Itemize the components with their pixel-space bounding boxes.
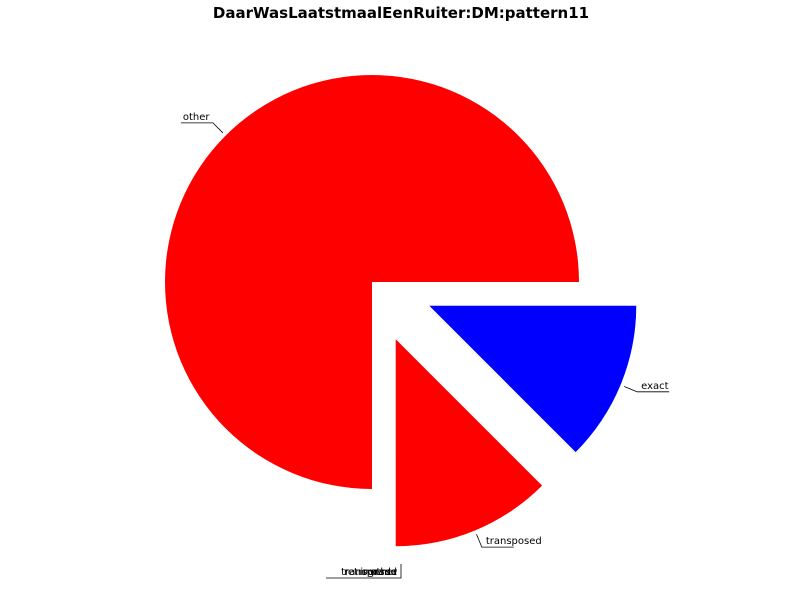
overlap-label-transposed: transposed <box>341 567 397 578</box>
slice-label-other: other <box>183 112 211 123</box>
chart-title: DaarWasLaatstmaalEenRuiter:DM:pattern11 <box>213 4 589 22</box>
pie-slice-exact <box>429 305 637 453</box>
slice-labels: exact transposed other <box>180 112 670 548</box>
pie-slice-other <box>165 75 579 489</box>
overlap-label-inverse: inverse <box>360 567 397 578</box>
overlap-label-retrograde: retrograde <box>344 567 397 578</box>
leader-line-exact <box>624 386 670 393</box>
leader-line-transposed <box>476 534 514 548</box>
pie-slices <box>165 75 637 547</box>
overlap-leader-line <box>326 564 402 579</box>
pie-slice-transposed <box>395 339 543 547</box>
slice-label-exact: exact <box>641 381 669 392</box>
slice-label-transposed: transposed <box>486 536 542 547</box>
overlap-label-other: other <box>370 567 398 578</box>
leader-line-other <box>180 122 224 134</box>
